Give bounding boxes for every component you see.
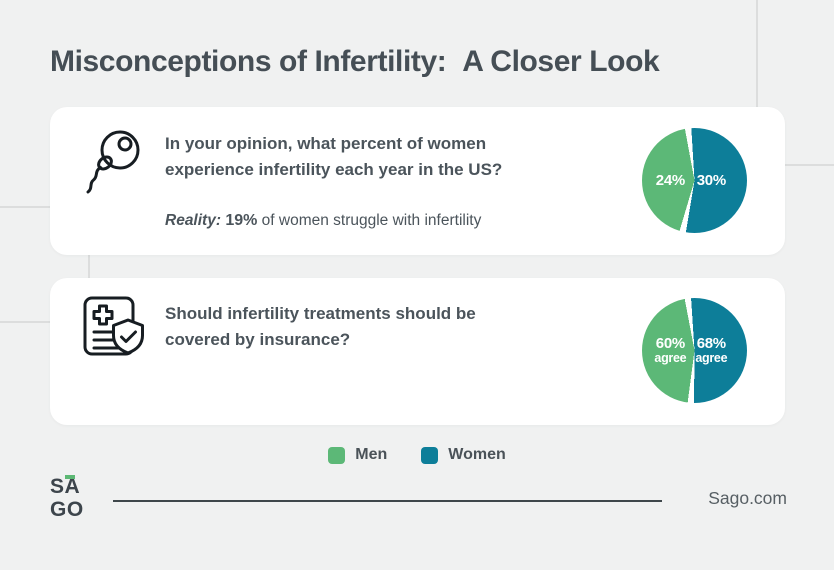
background-grid-line <box>0 206 90 208</box>
background-grid-line <box>756 0 758 166</box>
background-grid-line <box>0 321 90 323</box>
men-color-swatch <box>328 446 346 464</box>
footer-divider-line <box>113 500 662 502</box>
logo-text-top: SA <box>50 475 81 498</box>
question-card-2: Should infertility treatments should be … <box>50 278 785 425</box>
legend-label: Men <box>355 446 388 463</box>
logo-accent-bar <box>65 475 75 479</box>
question-text: In your opinion, what percent of women e… <box>165 134 503 179</box>
question-text: Should infertility treatments should be … <box>165 304 476 349</box>
pie-label-men: 60% agree <box>654 334 687 365</box>
pie-chart-infertility-percent: 24% 30% <box>642 128 747 233</box>
reality-label: Reality: <box>165 212 221 229</box>
pie-label-men: 24% <box>655 171 685 189</box>
pie-chart-insurance-coverage: 60% agree 68% agree <box>642 298 747 403</box>
women-color-swatch <box>421 446 439 464</box>
legend-item-men: Men <box>328 446 387 464</box>
reality-value: 19% <box>225 212 258 229</box>
medical-insurance-icon <box>82 295 146 362</box>
sperm-egg-icon <box>82 124 146 205</box>
sago-logo: SA GO <box>50 474 84 520</box>
legend-item-women: Women <box>421 446 506 464</box>
pie-label-women: 30% <box>696 171 726 189</box>
legend-label: Women <box>448 446 506 463</box>
page-title: Misconceptions of Infertility: A Closer … <box>50 45 660 78</box>
logo-text-bottom: GO <box>50 498 84 521</box>
background-grid-line <box>756 164 834 166</box>
question-card-1: In your opinion, what percent of women e… <box>50 107 785 255</box>
chart-legend: Men Women <box>0 446 834 464</box>
reality-line: Reality: 19% of women struggle with infe… <box>165 212 481 230</box>
pie-label-women: 68% agree <box>695 334 728 365</box>
reality-text: of women struggle with infertility <box>261 212 482 229</box>
sago-site-link[interactable]: Sago.com <box>708 488 787 508</box>
